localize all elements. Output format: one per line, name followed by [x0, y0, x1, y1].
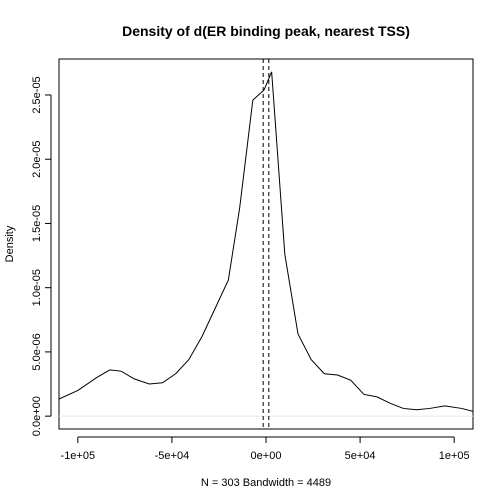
x-axis: -1e+05 -5e+04 0e+00 5e+04 1e+05 — [61, 436, 470, 462]
y-axis: 0.0e+00 5.0e-06 1.0e-05 1.5e-05 2.0e-05 2.5e-… — [31, 76, 52, 436]
x-tick-label: 1e+05 — [439, 450, 470, 462]
y-tick-label: 1.5e-05 — [31, 205, 43, 242]
y-tick-label: 0.0e+00 — [31, 396, 43, 436]
y-tick-label: 2.0e-05 — [31, 141, 43, 178]
x-tick-label: 0e+00 — [251, 450, 282, 462]
y-tick-label: 1.0e-05 — [31, 269, 43, 306]
x-tick-label: -5e+04 — [155, 450, 190, 462]
y-axis-label: Density — [4, 225, 16, 262]
x-tick-label: 5e+04 — [345, 450, 376, 462]
chart-title: Density of d(ER binding peak, nearest TS… — [122, 23, 410, 39]
y-tick-label: 5.0e-06 — [31, 333, 43, 370]
plot-marks — [59, 59, 473, 429]
plot-frame — [58, 58, 474, 430]
x-tick-label: -1e+05 — [61, 450, 96, 462]
y-tick-label: 2.5e-05 — [31, 76, 43, 113]
x-axis-label: N = 303 Bandwidth = 4489 — [201, 477, 331, 489]
density-line — [59, 71, 473, 412]
